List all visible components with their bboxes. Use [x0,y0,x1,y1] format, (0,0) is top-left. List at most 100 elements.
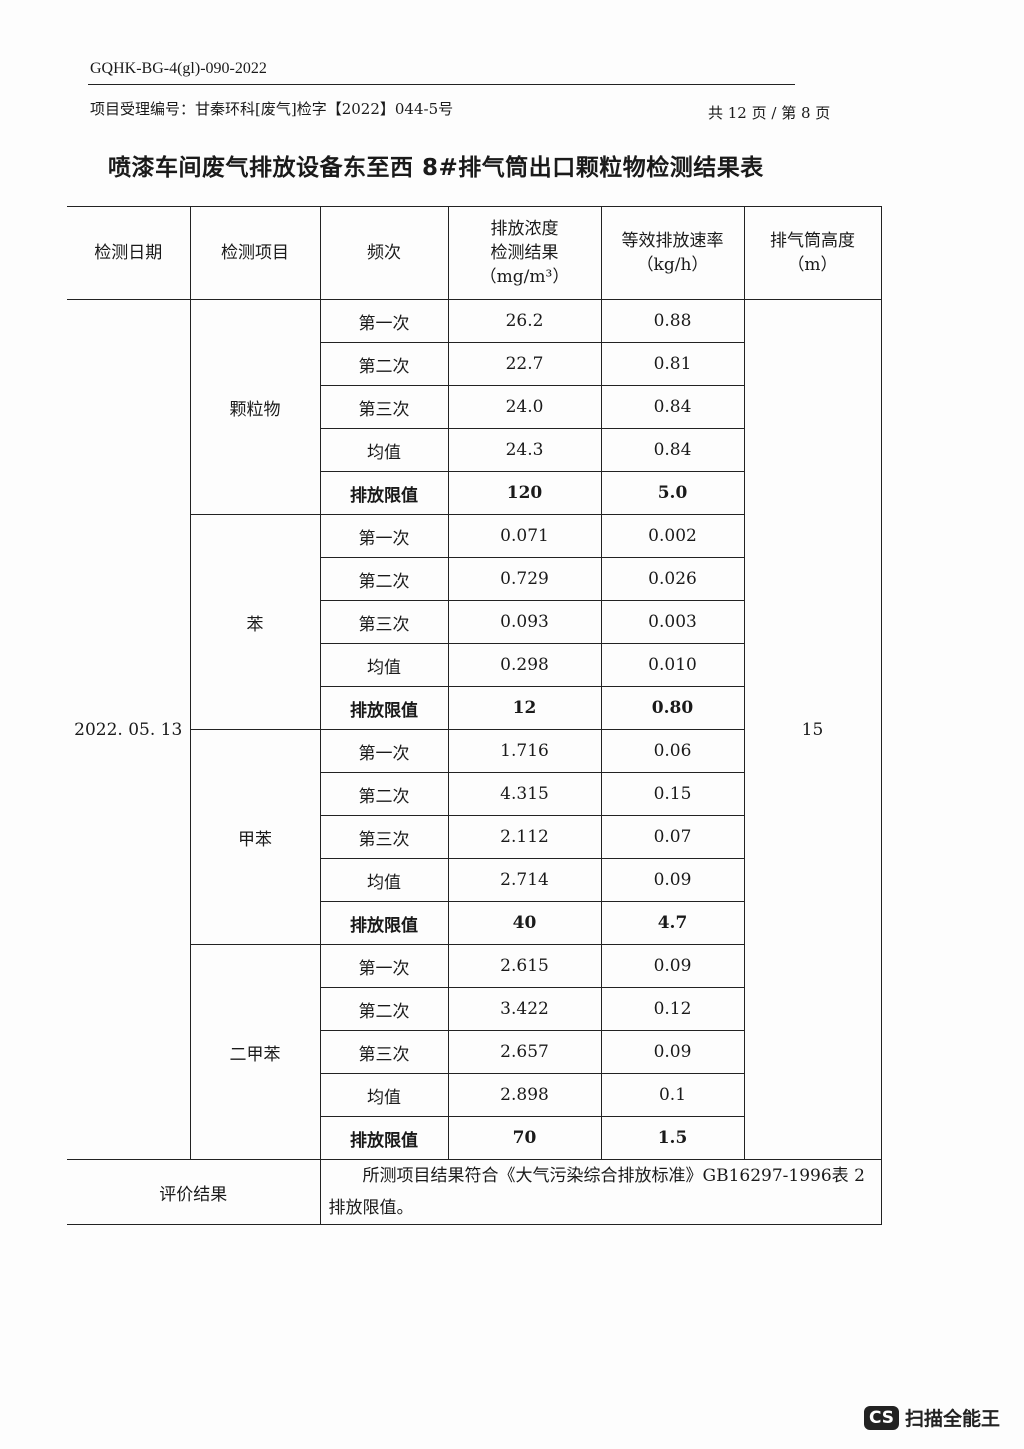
concentration-cell: 26.2 [447,299,602,343]
column-header: 等效排放速率 （kg/h） [600,206,745,300]
concentration-cell: 70 [447,1116,602,1160]
item-cell: 颗粒物 [189,299,321,515]
concentration-cell: 0.093 [447,600,602,644]
frequency-cell: 均值 [320,1073,449,1117]
frequency-cell: 第二次 [320,557,449,601]
table-row: 均值 2.714 0.09 [67,858,881,902]
frequency-cell: 第一次 [319,514,449,558]
frequency-cell: 排放限值 [320,901,449,945]
concentration-cell: 2.112 [447,815,602,859]
frequency-cell: 第一次 [319,299,449,343]
column-header: 排气筒高度 （m） [743,206,882,300]
concentration-cell: 3.422 [447,987,602,1031]
rate-cell: 0.12 [600,987,745,1031]
rate-cell: 0.002 [600,514,745,558]
rate-cell: 0.09 [600,944,745,988]
rate-cell: 0.09 [600,858,745,902]
frequency-cell: 第一次 [319,729,449,773]
table-row: 二甲苯 第一次 2.615 0.09 [67,944,881,1160]
item-cell: 甲苯 [190,729,321,945]
page-title: 喷漆车间废气排放设备东至西 8#排气筒出口颗粒物检测结果表 [108,155,764,181]
page-indicator: 共 12 页 / 第 8 页 [708,104,831,122]
project-number: 项目受理编号：甘秦环科[废气]检字【2022】044-5号 [90,100,454,118]
conclusion-row: 评价结果 所测项目结果符合《大气污染综合排放标准》GB16297-1996表 2 … [67,1159,882,1225]
table-row: 排放限值 70 1.5 [67,1116,881,1160]
rate-cell: 0.1 [600,1073,745,1117]
rate-cell: 0.84 [600,428,745,472]
header-row: 检测日期 检测项目 频次 排放浓度 检测结果 （mg/m³） 等效排放速率 （kg/h）… [67,206,882,300]
frequency-cell: 均值 [320,643,449,687]
date-cell: 2022. 05. 13 [67,299,191,1160]
concentration-cell: 1.716 [447,729,602,773]
rate-cell: 0.81 [600,342,745,386]
frequency-cell: 排放限值 [320,471,449,515]
table-row: 苯第一次 0.071 0.002 [67,514,881,730]
concentration-cell: 2.898 [447,1073,602,1117]
rate-cell: 5.0 [600,471,745,515]
table-row: 排放限值 40 4.7 [67,901,881,945]
concentration-cell: 2.615 [447,944,602,988]
column-header: 检测日期 [67,206,191,300]
frequency-cell: 第三次 [320,815,449,859]
concentration-cell: 2.657 [447,1030,602,1074]
rate-cell: 0.88 [600,299,745,343]
camscanner-logo-icon: CS [863,1405,899,1430]
rate-cell: 0.026 [600,557,745,601]
column-header: 频次 [319,206,449,300]
concentration-cell: 4.315 [447,772,602,816]
concentration-cell: 0.071 [447,514,602,558]
concentration-cell: 0.729 [447,557,602,601]
concentration-cell: 2.714 [447,858,602,902]
frequency-cell: 第二次 [320,987,449,1031]
rate-cell: 0.80 [600,686,745,730]
frequency-cell: 第一次 [319,944,449,988]
table-row: 第二次 4.315 0.15 [67,772,881,816]
rate-cell: 0.010 [600,643,745,687]
table-row: 均值 24.3 0.84 [67,428,881,472]
frequency-cell: 第二次 [320,772,449,816]
rate-cell: 0.09 [600,1030,745,1074]
table-row: 均值 2.898 0.1 [67,1073,881,1117]
rate-cell: 0.84 [600,385,745,429]
frequency-cell: 第三次 [320,600,449,644]
stack-height-cell: 15 [743,299,882,1160]
table-row: 2022. 05. 13 颗粒物 第一次 26.2 0.88 15 [67,299,882,1160]
watermark-text: 扫描全能王 [904,1408,1000,1430]
table-row: 第二次 0.729 0.026 [67,557,881,601]
table-row: 第三次 24.0 0.84 [67,385,881,429]
frequency-cell: 排放限值 [320,686,449,730]
rate-cell: 0.003 [600,600,745,644]
column-header: 排放浓度 检测结果 （mg/m³） [447,206,602,300]
frequency-cell: 第三次 [320,1030,449,1074]
concentration-cell: 22.7 [447,342,602,386]
table-row: 第二次 3.422 0.12 [67,987,881,1031]
rate-cell: 0.07 [600,815,745,859]
header-divider [88,84,795,85]
scanner-watermark: CS 扫描全能王 [863,1404,1000,1431]
concentration-cell: 0.298 [447,643,602,687]
table-row: 排放限值 12 0.80 [67,686,881,730]
frequency-cell: 均值 [320,428,449,472]
concentration-cell: 24.3 [447,428,602,472]
frequency-cell: 排放限值 [320,1116,449,1160]
rate-cell: 1.5 [600,1116,745,1160]
rate-cell: 0.15 [600,772,745,816]
item-cell: 苯 [190,514,321,730]
table-row: 第三次 0.093 0.003 [67,600,881,644]
concentration-cell: 24.0 [447,385,602,429]
document-number: GQHK-BG-4(gl)-090-2022 [90,60,267,77]
rate-cell: 4.7 [600,901,745,945]
frequency-cell: 第三次 [320,385,449,429]
rate-cell: 0.06 [600,729,745,773]
table-row: 排放限值 120 5.0 [67,471,881,515]
table-row: 第三次 2.112 0.07 [67,815,881,859]
frequency-cell: 第二次 [320,342,449,386]
item-cell: 二甲苯 [190,944,321,1160]
results-table: 检测日期 检测项目 频次 排放浓度 检测结果 （mg/m³） 等效排放速率 （kg/h）… [67,206,882,1225]
concentration-cell: 120 [447,471,602,515]
conclusion-text: 所测项目结果符合《大气污染综合排放标准》GB16297-1996表 2 排放限值… [319,1159,882,1225]
conclusion-label: 评价结果 [67,1159,321,1225]
column-header: 检测项目 [189,206,321,300]
concentration-cell: 12 [447,686,602,730]
